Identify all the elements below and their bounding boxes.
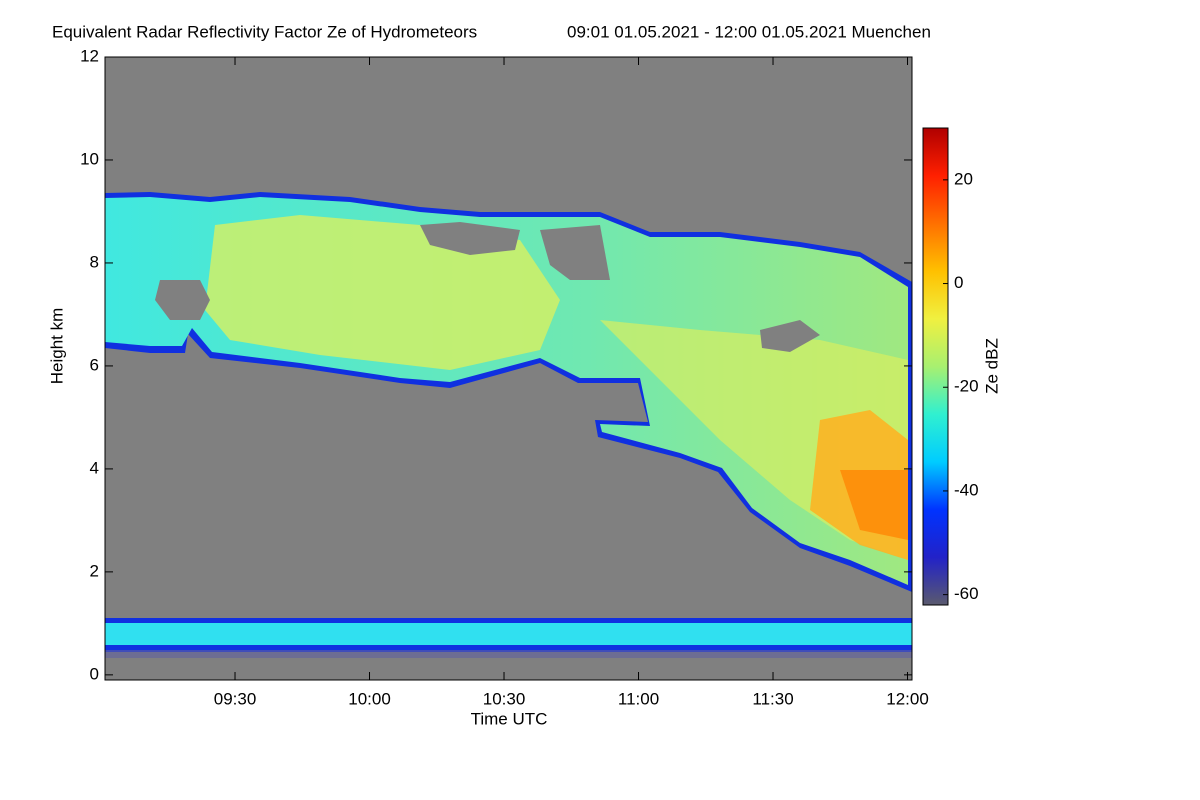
chart-subtitle: 09:01 01.05.2021 - 12:00 01.05.2021 Muen… [567,22,931,41]
x-axis-label: Time UTC [471,709,548,728]
y-tick-label: 0 [90,664,99,683]
x-tick-label: 12:00 [886,689,929,708]
colorbar-label: Ze dBZ [982,338,1001,394]
x-tick-label: 09:30 [214,689,257,708]
colorbar-tick-label: 0 [954,273,963,292]
colorbar-tick-label: 20 [954,169,973,188]
y-tick-label: 2 [90,561,99,580]
reflectivity-field [105,192,912,658]
chart-title: Equivalent Radar Reflectivity Factor Ze … [52,22,477,41]
y-tick-label: 12 [80,46,99,65]
x-tick-label: 10:00 [348,689,391,708]
colorbar-tick-label: -20 [954,377,979,396]
y-tick-label: 6 [90,355,99,374]
colorbar [922,127,949,606]
x-tick-label: 10:30 [483,689,526,708]
colorbar-tick-label: -60 [954,584,979,603]
y-tick-label: 8 [90,252,99,271]
plot-frame [104,56,913,681]
x-tick-label: 11:30 [752,689,793,708]
y-tick-label: 4 [90,458,99,477]
colorbar-tick-label: -40 [954,480,979,499]
y-axis-label: Height km [47,308,66,385]
x-tick-label: 11:00 [618,689,659,708]
y-tick-label: 10 [80,149,99,168]
